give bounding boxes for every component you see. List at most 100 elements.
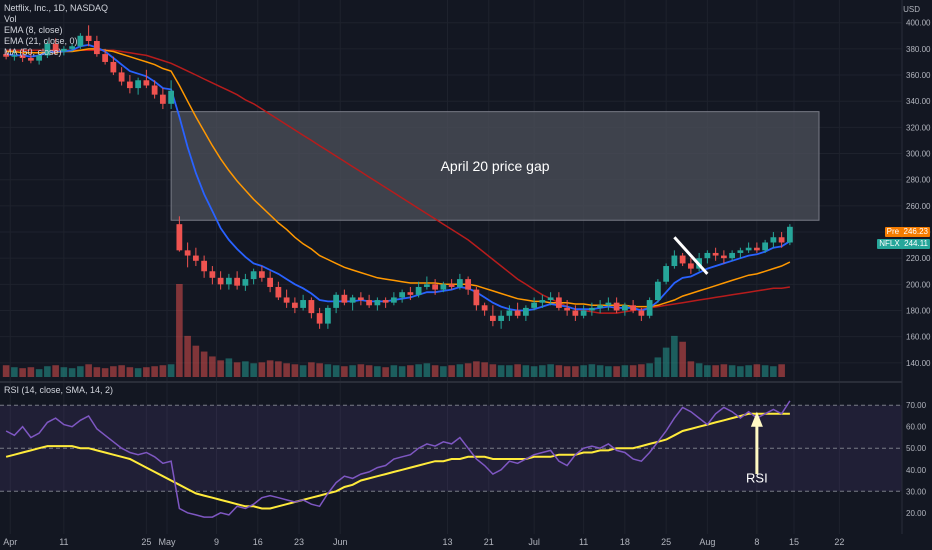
pre-label: Pre [886, 227, 900, 236]
candle-body [77, 35, 84, 47]
candle-body [225, 277, 232, 285]
volume-bar [695, 363, 703, 377]
candle-body [621, 305, 628, 311]
candle-body [679, 255, 686, 264]
candle-body [407, 292, 414, 295]
ma50-line [6, 49, 791, 314]
trend-marker-line [673, 236, 709, 275]
volume-bar [481, 362, 488, 377]
volume-bar [151, 366, 158, 377]
volume-bar [506, 365, 513, 377]
candle-body [399, 292, 406, 298]
volume-bar [126, 367, 134, 377]
volume-bar [613, 366, 620, 377]
candle-body [275, 286, 282, 298]
volume-bar [200, 351, 208, 377]
volume-bar [448, 365, 455, 377]
time-tick-label: 21 [484, 537, 494, 547]
rsi-title[interactable]: RSI (14, close, SMA, 14, 2) [4, 385, 114, 395]
rsi-legend[interactable]: RSI (14, close, SMA, 14, 2) [4, 385, 113, 396]
candle-body [93, 41, 100, 55]
candle-body [415, 286, 422, 295]
rsi-sma-line [5, 412, 790, 510]
volume-bar [85, 364, 92, 377]
candle-body [52, 43, 59, 52]
pre-value: 246.23 [903, 227, 928, 236]
volume-bar [390, 365, 398, 377]
symbol-title[interactable]: Netflix, Inc., 1D, NASDAQ [4, 3, 109, 13]
candle-body [135, 80, 142, 89]
price-axis[interactable]: 400.00 380.00 360.00 340.00 320.00 300.00 280.… [906, 19, 931, 368]
time-tick-label: 11 [59, 537, 68, 547]
price-gap-label: April 20 price gap [441, 158, 550, 174]
last-price-tag: NFLX 244.11 [877, 239, 930, 249]
price-tick-label: 220.00 [906, 254, 931, 263]
volume-bar [679, 341, 686, 377]
candle-body [481, 305, 488, 311]
candle-body [333, 294, 340, 308]
candle-body [291, 302, 298, 308]
volume-bar [299, 365, 307, 377]
volume-bar [275, 361, 282, 377]
time-tick-label: Apr [3, 537, 17, 547]
price-gap-box[interactable] [170, 111, 820, 221]
volume-bar [646, 363, 653, 377]
candle-body [184, 250, 191, 256]
time-tick-label: 23 [294, 537, 304, 547]
legend-ema21[interactable]: EMA (21, close, 0) [4, 36, 78, 46]
volume-bar [27, 367, 35, 377]
candle-body [357, 297, 364, 301]
candle-body [671, 255, 678, 267]
candle-body [374, 300, 381, 306]
candle-body [473, 289, 480, 306]
ema21-line [6, 48, 791, 308]
volume-bar [580, 365, 587, 377]
time-tick-label: 16 [253, 537, 263, 547]
candle-body [102, 54, 109, 62]
candle-body [27, 58, 34, 61]
candle-body [448, 284, 455, 287]
time-tick-label: 18 [620, 537, 630, 547]
time-tick-label: May [158, 537, 176, 547]
legend-ma50[interactable]: MA (50, close) [4, 47, 62, 57]
rsi-panel[interactable] [0, 400, 902, 518]
volume-bar [737, 366, 744, 377]
legend-vol[interactable]: Vol [4, 14, 17, 24]
grid [0, 0, 902, 534]
volume-bar [704, 365, 711, 377]
candle-body [498, 315, 505, 321]
candle-body [3, 54, 10, 57]
nflx-label: NFLX [879, 239, 900, 248]
price-tick-label: 260.00 [906, 202, 931, 211]
time-tick-label: 25 [141, 537, 151, 547]
volume-bar [662, 347, 670, 377]
price-tick-label: 160.00 [906, 333, 931, 342]
rsi-tick-label: 50.00 [906, 444, 927, 453]
legend-ema8[interactable]: EMA (8, close) [4, 25, 63, 35]
rsi-tick-label: 60.00 [906, 423, 927, 432]
volume-bar [720, 364, 728, 377]
volume-bar [629, 365, 637, 377]
candle-body [126, 81, 133, 89]
candle-body [242, 279, 249, 286]
volume-bar [52, 365, 59, 377]
rsi-axis[interactable]: 70.00 60.00 50.00 40.00 30.00 20.00 [906, 401, 927, 518]
price-tick-label: 140.00 [906, 359, 931, 368]
time-axis[interactable]: Apr 11 25 May 9 16 23 Jun 13 21 Jul 11 18 25 Aug 8 15 22 [3, 537, 844, 547]
candle-body [300, 300, 307, 308]
candle-body [572, 310, 579, 316]
volume-bar [761, 365, 769, 377]
volume-bar [291, 364, 299, 377]
main-legend[interactable]: Netflix, Inc., 1D, NASDAQ Vol EMA (8, cl… [4, 3, 108, 58]
price-tick-label: 300.00 [906, 150, 931, 159]
candle-body [308, 300, 315, 314]
volume-bar [522, 365, 530, 377]
candle-body [316, 313, 323, 324]
candlesticks[interactable] [3, 25, 793, 329]
price-tick-label: 400.00 [906, 19, 931, 28]
volume-bar [563, 366, 571, 377]
volume-bar [184, 335, 191, 377]
candle-body [489, 315, 496, 321]
white-trend-marker [673, 236, 709, 275]
